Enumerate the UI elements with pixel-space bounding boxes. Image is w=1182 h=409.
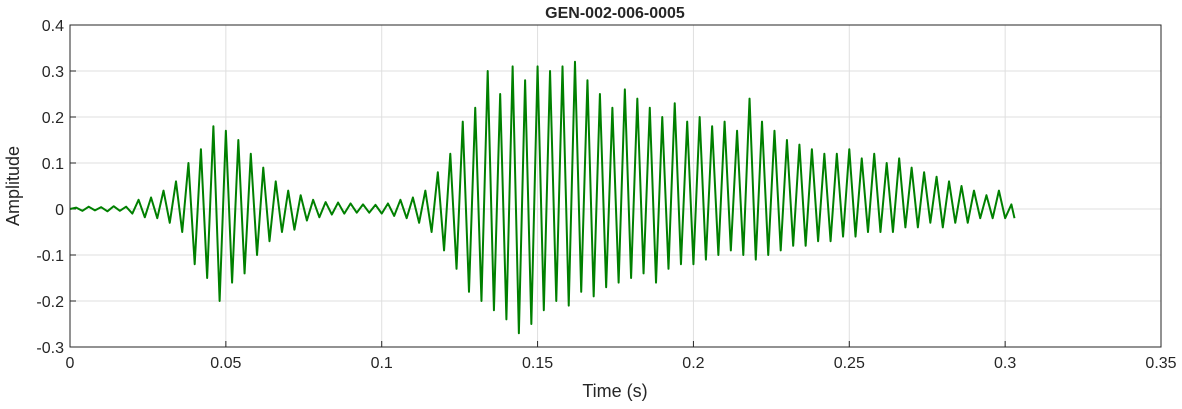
y-tick-label: 0.3 [42,64,64,81]
x-tick-label: 0.2 [682,355,704,372]
x-tick-label: 0.1 [371,355,393,372]
waveform-line [69,60,1016,335]
y-tick-label: -0.1 [36,248,64,265]
y-tick-label: 0.1 [42,156,64,173]
chart-title: GEN-002-006-0005 [545,5,685,22]
x-tick-label: 0 [66,355,75,372]
axes-box [69,24,1162,348]
y-tick-label: -0.3 [36,340,64,357]
y-axis-label: Amplitude [3,146,23,226]
y-tick-label: 0.2 [42,110,64,127]
x-tick-label: 0.25 [834,355,865,372]
y-tick-label: -0.2 [36,294,64,311]
x-tick-label: 0.15 [522,355,553,372]
x-axis-label: Time (s) [582,381,647,401]
y-tick-label: 0 [55,202,64,219]
y-tick-label: 0.4 [42,18,64,35]
x-tick-label: 0.35 [1145,355,1176,372]
x-tick-label: 0.3 [994,355,1016,372]
x-tick-label: 0.05 [210,355,241,372]
